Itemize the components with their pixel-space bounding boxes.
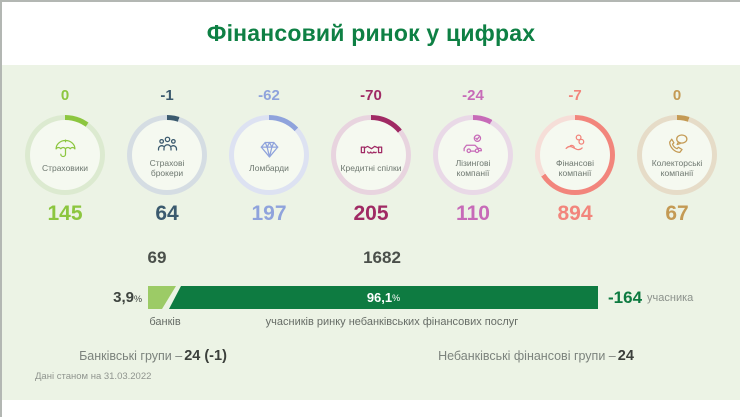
sector-finance-companies: -7 Фінансові компанії 894 bbox=[527, 87, 623, 226]
sector-circle: Страховики bbox=[30, 120, 100, 190]
header: Фінансовий ринок у цифрах bbox=[2, 2, 740, 65]
sector-circle: Кредитні спілки bbox=[336, 120, 406, 190]
sector-pawnshops: -62 Ломбарди 197 bbox=[221, 87, 317, 226]
sector-change-value: -62 bbox=[258, 87, 280, 104]
sector-circle: Лізингові компанії bbox=[438, 120, 508, 190]
sector-label: Лізингові компанії bbox=[455, 157, 491, 178]
phone-bubble-icon bbox=[664, 132, 691, 157]
nonbank-bar-segment: 96,1% bbox=[169, 286, 598, 309]
delta-block: -164 учасника bbox=[608, 286, 693, 309]
page-title: Фінансовий ринок у цифрах bbox=[206, 20, 536, 46]
bank-count: 69 bbox=[147, 248, 167, 267]
sector-circle: Колекторські компанії bbox=[642, 120, 712, 190]
sector-progress-ring: Страховики bbox=[25, 115, 105, 195]
sector-credit-unions: -70 Кредитні спілки 205 bbox=[323, 87, 419, 226]
percent-sign: % bbox=[392, 292, 401, 303]
sector-label: Ломбарди bbox=[249, 162, 289, 173]
people-icon bbox=[154, 132, 181, 157]
sector-label: Колекторські компанії bbox=[651, 157, 703, 178]
groups-row: Банківські групи –24 (-1) Небанківські ф… bbox=[2, 345, 740, 367]
percent-sign: % bbox=[133, 294, 142, 304]
nonbank-groups-caption: Небанківські фінансові групи –24 bbox=[408, 345, 664, 367]
bank-percent: 3,9% bbox=[96, 286, 142, 309]
bank-percent-value: 3,9 bbox=[113, 289, 134, 306]
sector-circle: Страхові брокери bbox=[132, 120, 202, 190]
nonbank-groups-label: Небанківські фінансові групи – bbox=[438, 349, 616, 363]
content-panel: 0 Страховики 145 -1 bbox=[2, 65, 740, 400]
sector-count-value: 894 bbox=[557, 202, 593, 225]
delta-label: учасника bbox=[647, 291, 694, 304]
sector-count-value: 205 bbox=[353, 202, 389, 225]
bank-groups-value: 24 (-1) bbox=[184, 348, 227, 364]
sector-count-value: 145 bbox=[47, 202, 83, 225]
nonbank-bar-label: учасників ринку небанківських фінансових… bbox=[265, 316, 519, 328]
sector-leasing-companies: -24 Лізингові компанії 110 bbox=[425, 87, 521, 226]
sector-label: Страховики bbox=[41, 162, 89, 173]
sector-circle: Фінансові компанії bbox=[540, 120, 610, 190]
sector-count-value: 197 bbox=[251, 202, 287, 225]
sector-change-value: -7 bbox=[568, 87, 582, 104]
sector-insurance-brokers: -1 Страхові брокери 64 bbox=[119, 87, 215, 226]
handshake-icon bbox=[358, 137, 385, 162]
diamond-icon bbox=[256, 137, 283, 162]
sector-count-value: 67 bbox=[665, 202, 689, 225]
umbrella-icon bbox=[52, 137, 79, 162]
market-share-bar: 69 1682 3,9% 96,1% -164 учасника банків … bbox=[2, 248, 740, 328]
hand-coins-icon bbox=[562, 132, 589, 157]
sector-progress-ring: Кредитні спілки bbox=[331, 115, 411, 195]
sector-progress-ring: Колекторські компанії bbox=[637, 115, 717, 195]
sector-progress-ring: Ломбарди bbox=[229, 115, 309, 195]
sector-change-value: 0 bbox=[672, 87, 682, 104]
sector-change-value: -1 bbox=[160, 87, 174, 104]
sectors-row: 0 Страховики 145 -1 bbox=[2, 87, 740, 226]
car-coin-icon bbox=[460, 132, 487, 157]
sector-count-value: 110 bbox=[456, 202, 490, 225]
sector-collection-companies: 0 Колекторські компанії 67 bbox=[629, 87, 725, 226]
sector-change-value: -24 bbox=[462, 87, 484, 104]
sector-circle: Ломбарди bbox=[234, 120, 304, 190]
data-as-of-note: Дані станом на 31.03.2022 bbox=[35, 371, 152, 382]
sector-change-value: 0 bbox=[60, 87, 70, 104]
sector-progress-ring: Страхові брокери bbox=[127, 115, 207, 195]
bank-groups-label: Банківські групи – bbox=[79, 349, 183, 363]
nonbank-percent-value: 96,1 bbox=[366, 290, 393, 305]
sector-label: Страхові брокери bbox=[149, 157, 185, 178]
sector-change-value: -70 bbox=[360, 87, 382, 104]
sector-label: Кредитні спілки bbox=[340, 162, 402, 173]
sector-progress-ring: Лізингові компанії bbox=[433, 115, 513, 195]
bank-groups-caption: Банківські групи –24 (-1) bbox=[40, 345, 266, 367]
nonbank-count: 1682 bbox=[363, 248, 401, 267]
delta-value: -164 bbox=[608, 287, 643, 307]
sector-label: Фінансові компанії bbox=[556, 157, 594, 178]
bank-bar-label: банків bbox=[149, 316, 181, 328]
sector-progress-ring: Фінансові компанії bbox=[535, 115, 615, 195]
nonbank-groups-value: 24 bbox=[617, 348, 634, 364]
sector-count-value: 64 bbox=[155, 202, 179, 225]
sector-insurers: 0 Страховики 145 bbox=[17, 87, 113, 226]
